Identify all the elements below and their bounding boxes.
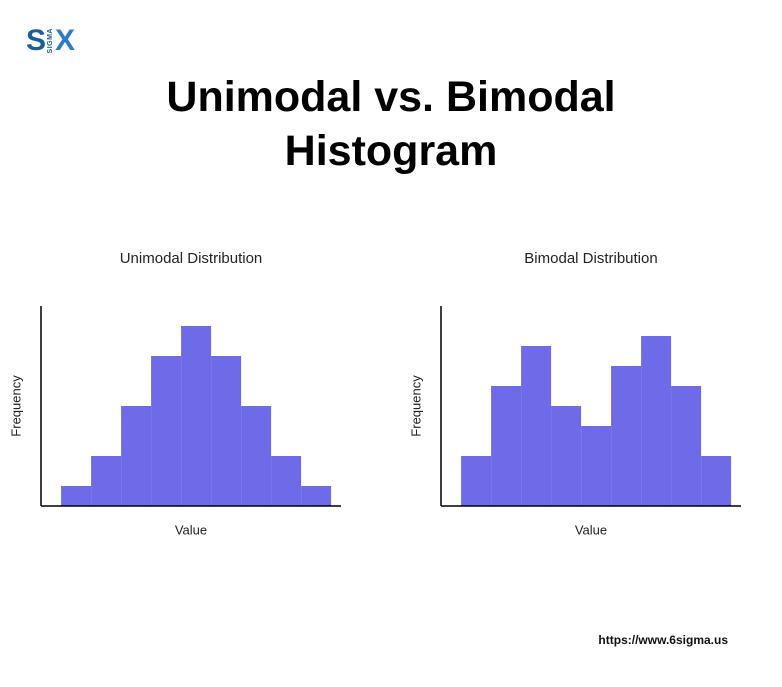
x-axis-label: Value [575, 522, 607, 537]
y-axis-label: Frequency [408, 375, 423, 437]
bar [551, 406, 582, 506]
bar [121, 406, 152, 506]
bar [521, 346, 552, 506]
footer-url: https://www.6sigma.us [598, 633, 728, 647]
bar [611, 366, 642, 506]
page-title: Unimodal vs. Bimodal Histogram [166, 73, 616, 175]
bar [181, 326, 212, 506]
bar [271, 456, 302, 506]
bar [461, 456, 492, 506]
logo: S SIGMA X [26, 24, 76, 57]
bar [91, 456, 122, 506]
logo-s: S [26, 24, 47, 57]
bar [491, 386, 522, 506]
chart-title: Unimodal Distribution [120, 250, 263, 267]
bar [61, 486, 92, 506]
bar [211, 356, 242, 506]
y-axis-label: Frequency [8, 375, 23, 437]
x-axis-label: Value [175, 522, 207, 537]
logo-x: X [55, 24, 76, 57]
chart-title: Bimodal Distribution [524, 250, 657, 267]
bar [701, 456, 732, 506]
bar [151, 356, 182, 506]
bar [581, 426, 612, 506]
bar [301, 486, 332, 506]
bar [241, 406, 272, 506]
charts: Unimodal Distribution Value Frequency Bimod… [8, 250, 741, 537]
bar [641, 336, 672, 506]
bar [671, 386, 702, 506]
